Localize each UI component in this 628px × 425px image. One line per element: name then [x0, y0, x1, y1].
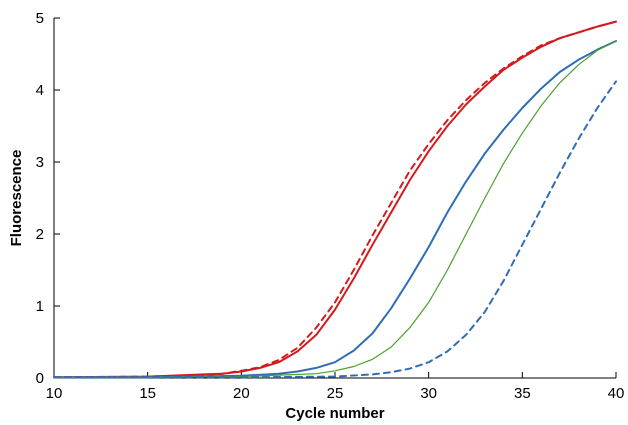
series-layer: [53, 20, 617, 379]
x-tick-label: 30: [420, 385, 437, 402]
x-tick-label: 15: [139, 385, 156, 402]
y-tick-label: 2: [36, 226, 44, 243]
x-axis-title: Cycle number: [285, 405, 384, 422]
series-line-5: [53, 80, 617, 379]
series-line-1: [53, 20, 617, 379]
y-tick-label: 4: [36, 82, 44, 99]
series-line-2: [53, 20, 617, 379]
y-tick-label: 3: [36, 154, 44, 171]
y-axis-title: Fluorescence: [8, 150, 25, 247]
x-tick-label: 40: [608, 385, 625, 402]
series-line-3: [53, 40, 617, 379]
x-tick-label: 20: [233, 385, 250, 402]
y-tick-label: 0: [36, 370, 44, 387]
x-tick-label: 25: [327, 385, 344, 402]
axes: 0 1 2 3 4 5 10 15 20 25 30 35 40: [36, 10, 625, 402]
series-line-4: [53, 40, 617, 378]
x-tick-label: 10: [46, 385, 63, 402]
y-tick-label: 5: [36, 10, 44, 27]
x-tick-label: 35: [514, 385, 531, 402]
y-tick-label: 1: [36, 298, 44, 315]
